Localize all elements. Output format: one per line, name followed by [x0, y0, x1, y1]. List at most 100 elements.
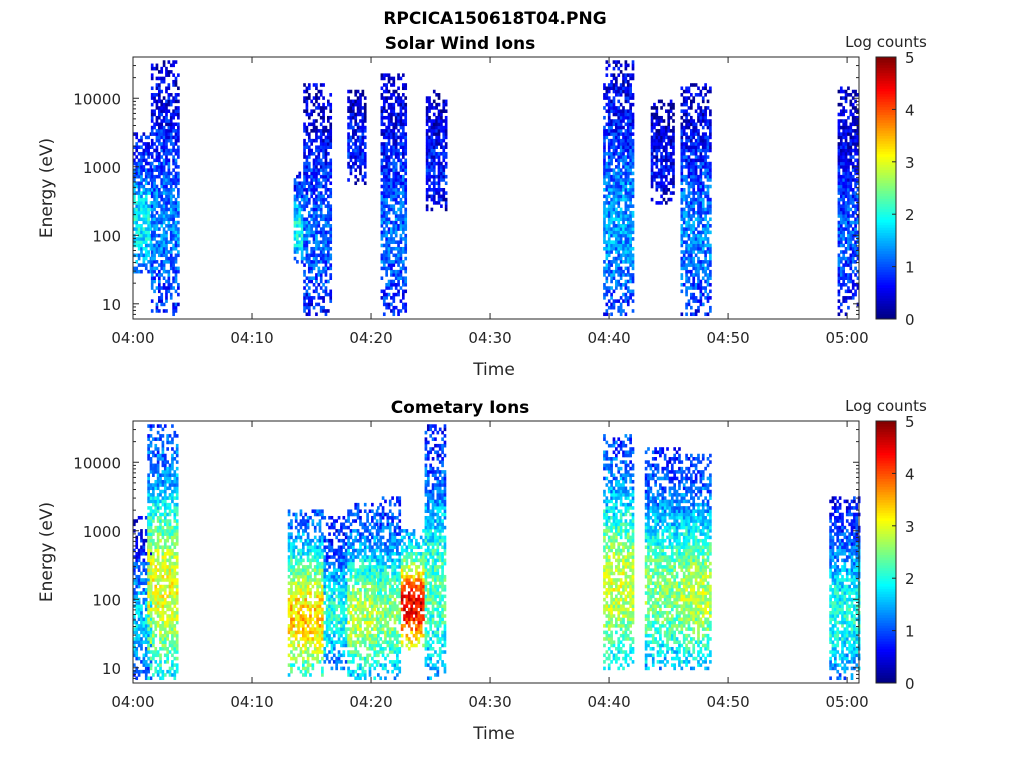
heatmap-bin [692, 204, 696, 208]
heatmap-bin [629, 263, 632, 267]
heatmap-bin [851, 106, 855, 110]
heatmap-bin [165, 237, 168, 241]
heatmap-bin [149, 574, 153, 579]
heatmap-bin [844, 299, 848, 303]
heatmap-bin [612, 76, 616, 81]
heatmap-bin [312, 151, 316, 156]
heatmap-bin [631, 279, 635, 284]
heatmap-bin [305, 158, 309, 163]
heatmap-bin [701, 161, 705, 166]
heatmap-bin [603, 240, 606, 244]
heatmap-bin [401, 135, 405, 140]
heatmap-bin [851, 227, 855, 231]
heatmap-bin [655, 132, 659, 136]
heatmap-bin [155, 158, 159, 163]
heatmap-bin [701, 86, 705, 91]
heatmap-bin [837, 220, 841, 225]
heatmap-bin [662, 138, 666, 143]
heatmap-bin [327, 279, 330, 284]
heatmap-bin [672, 135, 675, 140]
heatmap-bin [300, 233, 304, 238]
heatmap-bin [399, 115, 403, 120]
heatmap-bin [315, 168, 318, 172]
heatmap-bin [842, 233, 846, 238]
heatmap-bin [135, 204, 139, 208]
heatmap-bin [354, 138, 358, 143]
heatmap-bin [682, 102, 686, 107]
colorbar-segment [876, 98, 896, 102]
heatmap-bin [617, 99, 621, 104]
heatmap-bin [317, 220, 321, 225]
heatmap-bin [300, 230, 304, 235]
heatmap-bin [603, 142, 606, 146]
heatmap-bin [315, 129, 318, 133]
heatmap-bin [437, 184, 441, 189]
heatmap-bin [619, 129, 623, 133]
heatmap-bin [392, 282, 396, 287]
heatmap-bin [694, 132, 698, 136]
heatmap-bin [847, 201, 850, 205]
heatmap-bin [315, 312, 318, 317]
heatmap-bin [363, 158, 367, 163]
heatmap-bin [687, 227, 691, 231]
heatmap-bin [842, 207, 846, 212]
heatmap-bin [704, 250, 707, 254]
heatmap-bin [665, 148, 668, 153]
heatmap-bin [610, 79, 613, 84]
heatmap-bin [706, 184, 710, 189]
heatmap-bin [155, 76, 159, 81]
heatmap-bin [837, 191, 841, 195]
heatmap-bin [615, 263, 618, 267]
heatmap-bin [140, 181, 143, 186]
heatmap-bin [690, 224, 693, 228]
heatmap-bin [847, 230, 850, 235]
heatmap-bin [385, 230, 388, 235]
heatmap-bin [701, 237, 705, 241]
heatmap-bin [655, 145, 659, 149]
heatmap-bin [694, 168, 698, 172]
heatmap-bin [629, 155, 632, 159]
heatmap-bin [687, 210, 691, 215]
heatmap-bin [404, 210, 408, 215]
heatmap-bin [844, 142, 848, 146]
heatmap-bin [430, 145, 434, 149]
heatmap-bin [319, 217, 323, 222]
heatmap-bin [160, 302, 164, 307]
heatmap-bin [312, 191, 316, 195]
heatmap-bin [140, 201, 143, 205]
heatmap-bin [680, 155, 684, 159]
heatmap-bin [385, 165, 388, 169]
heatmap-bin [305, 171, 309, 176]
heatmap-bin [610, 263, 613, 267]
heatmap-bin [662, 168, 666, 172]
heatmap-bin [435, 115, 438, 120]
heatmap-bin [329, 158, 333, 163]
heatmap-bin [425, 99, 429, 104]
heatmap-bin [697, 132, 700, 136]
heatmap-bin [390, 132, 393, 136]
heatmap-bin [660, 171, 663, 176]
heatmap-bin [310, 299, 314, 303]
heatmap-bin [385, 273, 388, 277]
heatmap-bin [404, 109, 408, 113]
heatmap-bin [701, 302, 705, 307]
heatmap-bin [363, 119, 367, 123]
heatmap-bin [401, 168, 405, 172]
heatmap-bin [706, 142, 710, 146]
heatmap-bin [133, 214, 136, 218]
heatmap-bin [629, 253, 632, 258]
heatmap-bin [296, 191, 299, 195]
heatmap-bin [605, 250, 609, 254]
heatmap-bin [160, 165, 164, 169]
heatmap-bin [135, 627, 139, 631]
heatmap-bin [612, 89, 616, 94]
heatmap-bin [382, 191, 386, 195]
heatmap-bin [359, 151, 362, 156]
heatmap-bin [142, 227, 146, 231]
heatmap-bin [610, 106, 613, 110]
heatmap-bin [177, 174, 180, 179]
heatmap-bin [653, 112, 656, 117]
heatmap-bin [709, 263, 712, 267]
heatmap-bin [626, 204, 630, 208]
